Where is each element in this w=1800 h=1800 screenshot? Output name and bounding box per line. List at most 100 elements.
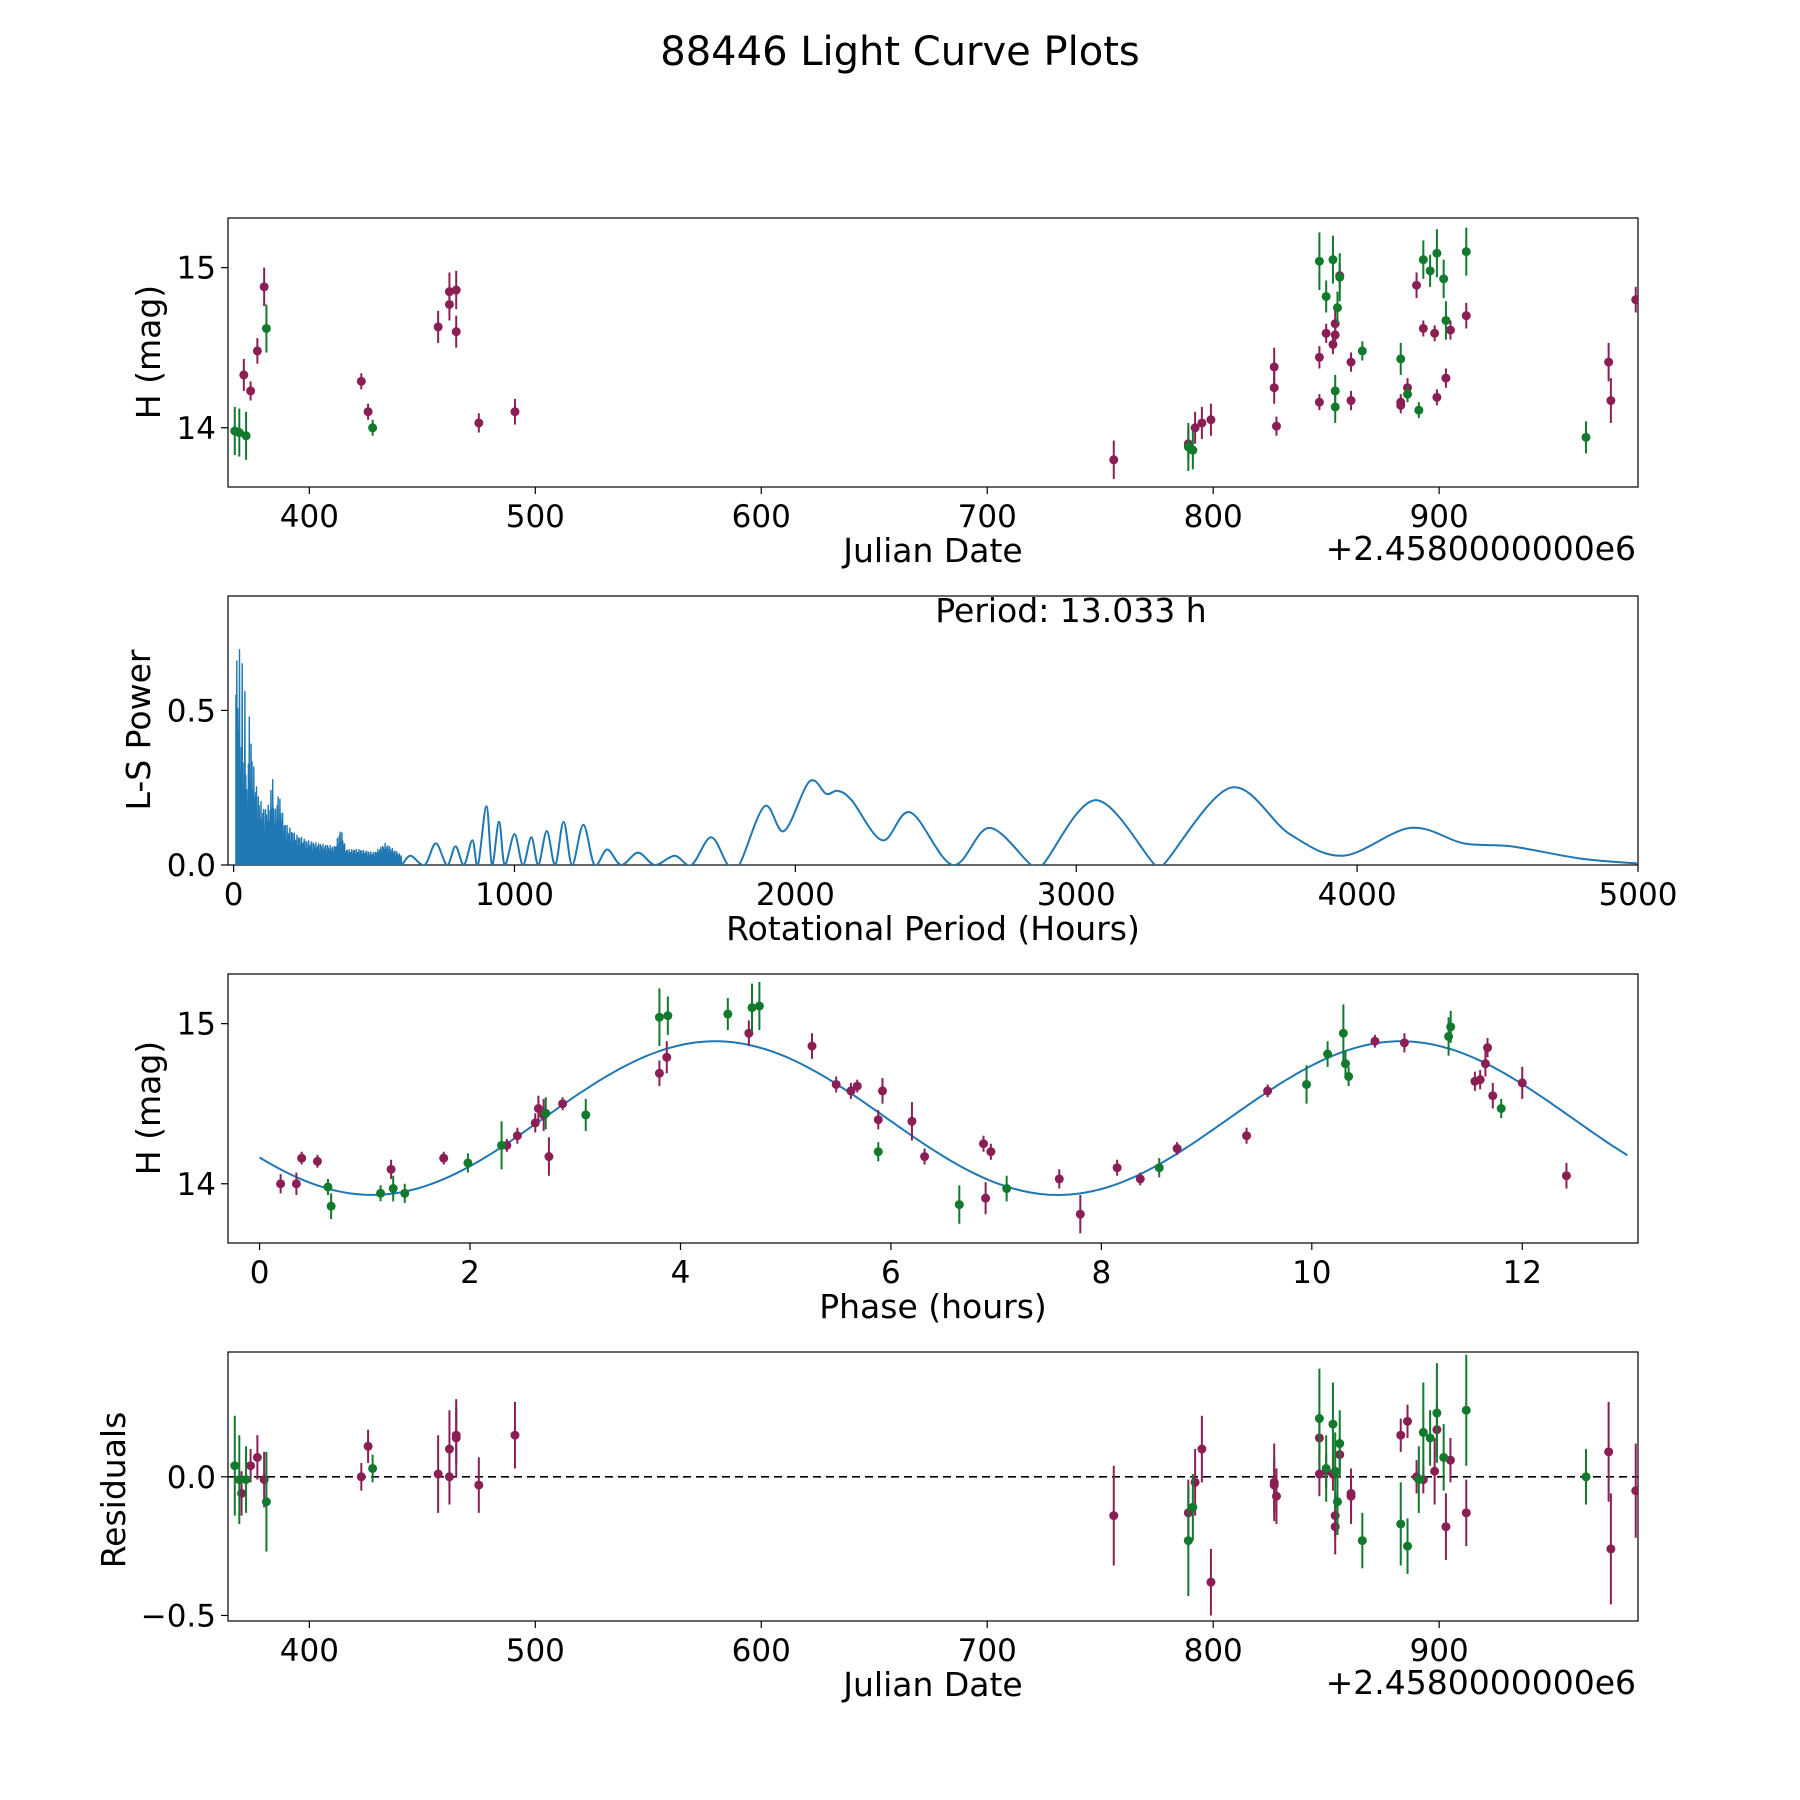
- phased-point: [1002, 1184, 1012, 1194]
- lightcurve-point: [1403, 389, 1413, 399]
- residuals-xtick-label: 800: [1184, 1633, 1243, 1669]
- lightcurve-point: [1430, 328, 1440, 338]
- lightcurve-point: [234, 428, 244, 438]
- residuals-point: [1606, 1544, 1616, 1554]
- lightcurve-frame: [227, 217, 1639, 488]
- lightcurve-point: [1314, 352, 1324, 362]
- residuals-point: [1396, 1519, 1406, 1529]
- lightcurve-marks: [230, 227, 1638, 479]
- lightcurve-ytick-label: 14: [177, 411, 216, 447]
- phased-point: [1323, 1049, 1333, 1059]
- lightcurve-point: [1269, 383, 1279, 393]
- lightcurve-xticks: 400 500 600 700 800 900: [280, 487, 1469, 535]
- lightcurve-point: [474, 418, 484, 428]
- residuals-point: [1439, 1452, 1449, 1462]
- lightcurve-xtick-label: 600: [732, 499, 791, 535]
- residuals-panel: 400 500 600 700 800 900 −0.5 0.0 Julian Date +…: [94, 1351, 1639, 1704]
- residuals-point: [510, 1430, 520, 1440]
- lightcurve-point: [239, 370, 249, 380]
- lightcurve-xtick-label: 400: [280, 499, 339, 535]
- residuals-point: [261, 1497, 271, 1507]
- residuals-xtick-label: 500: [506, 1633, 565, 1669]
- figure-title: 88446 Light Curve Plots: [660, 29, 1139, 75]
- residuals-point: [1441, 1522, 1451, 1532]
- phased-point: [1338, 1028, 1348, 1038]
- residuals-point: [1396, 1430, 1406, 1440]
- lightcurve-point: [1271, 421, 1281, 431]
- lightcurve-point: [1357, 346, 1367, 356]
- phased-ytick-label: 15: [177, 1007, 216, 1043]
- residuals-point: [1321, 1463, 1331, 1473]
- lightcurve-point: [444, 287, 454, 297]
- phased-point: [873, 1115, 883, 1125]
- lightcurve-point: [259, 282, 269, 292]
- periodogram-xtick-label: 1000: [475, 877, 554, 913]
- lightcurve-point: [510, 407, 520, 417]
- lightcurve-point: [1425, 266, 1435, 276]
- residuals-ytick-label: 0.0: [167, 1460, 216, 1496]
- residuals-xlabel: Julian Date: [841, 1665, 1023, 1704]
- lightcurve-point: [368, 423, 378, 433]
- phased-point: [846, 1086, 856, 1096]
- lightcurve-panel: 400 500 600 700 800 900 14 15 Julian Date +2.4…: [129, 217, 1639, 570]
- phased-point: [1075, 1209, 1085, 1219]
- residuals-point: [1109, 1511, 1119, 1521]
- phased-panel: 0 2 4 6 8 10 12 14 15 Phase (hours) H (mag): [129, 973, 1639, 1326]
- phased-point: [512, 1131, 522, 1141]
- phased-point: [807, 1041, 817, 1051]
- phased-plot-area: [259, 982, 1629, 1234]
- phased-point: [1488, 1091, 1498, 1101]
- phased-point: [1112, 1163, 1122, 1173]
- phased-point: [1517, 1078, 1527, 1088]
- phased-point: [1344, 1071, 1354, 1081]
- lightcurve-point: [1418, 255, 1428, 265]
- lightcurve-point: [1432, 248, 1442, 258]
- periodogram-xtick-label: 2000: [756, 877, 835, 913]
- lightcurve-point: [1332, 303, 1342, 313]
- phased-point: [831, 1079, 841, 1089]
- lightcurve-point: [1445, 325, 1455, 335]
- phased-point: [1483, 1043, 1493, 1053]
- phased-point: [291, 1179, 301, 1189]
- lightcurve-point: [1396, 400, 1406, 410]
- lightcurve-point: [1631, 295, 1638, 305]
- lightcurve-point: [1604, 357, 1614, 367]
- lightcurve-xlabel: Julian Date: [841, 531, 1023, 570]
- lightcurve-point: [1606, 396, 1616, 406]
- phased-point: [852, 1081, 862, 1091]
- phased-xtick-label: 2: [460, 1255, 480, 1291]
- phased-point: [662, 1052, 672, 1062]
- phased-point: [326, 1201, 336, 1211]
- residuals-point: [1631, 1486, 1638, 1496]
- residuals-marks: [228, 1354, 1638, 1616]
- residuals-xtick-label: 400: [280, 1633, 339, 1669]
- phased-point: [1172, 1144, 1182, 1154]
- residuals-point: [1418, 1427, 1428, 1437]
- phased-point: [400, 1188, 410, 1198]
- periodogram-ylabel: L-S Power: [119, 649, 158, 810]
- lightcurve-point: [1328, 255, 1338, 265]
- phased-point: [1054, 1174, 1064, 1184]
- residuals-point: [1332, 1497, 1342, 1507]
- phased-point: [1263, 1086, 1273, 1096]
- phased-point: [1340, 1059, 1350, 1069]
- phased-xtick-label: 8: [1091, 1255, 1111, 1291]
- phased-xtick-label: 6: [881, 1255, 901, 1291]
- phased-point: [1135, 1174, 1145, 1184]
- lightcurve-point: [1414, 405, 1424, 415]
- residuals-point: [1328, 1419, 1338, 1429]
- phased-point: [877, 1086, 887, 1096]
- lightcurve-point: [241, 431, 251, 441]
- phased-xlabel: Phase (hours): [819, 1287, 1047, 1326]
- phased-point: [981, 1193, 991, 1203]
- residuals-point: [1271, 1491, 1281, 1501]
- phased-frame: [227, 973, 1639, 1244]
- phased-point: [873, 1147, 883, 1157]
- lightcurve-point: [261, 323, 271, 333]
- residuals-point: [1314, 1469, 1324, 1479]
- phased-marks: [259, 982, 1629, 1234]
- residuals-point: [433, 1469, 443, 1479]
- periodogram-panel: 0 1000 2000 3000 4000 5000 0.0 0.5 Period: 13.…: [119, 591, 1677, 948]
- residuals-offset-text: +2.4580000000e6: [1326, 1663, 1636, 1702]
- lightcurve-point: [1335, 272, 1345, 282]
